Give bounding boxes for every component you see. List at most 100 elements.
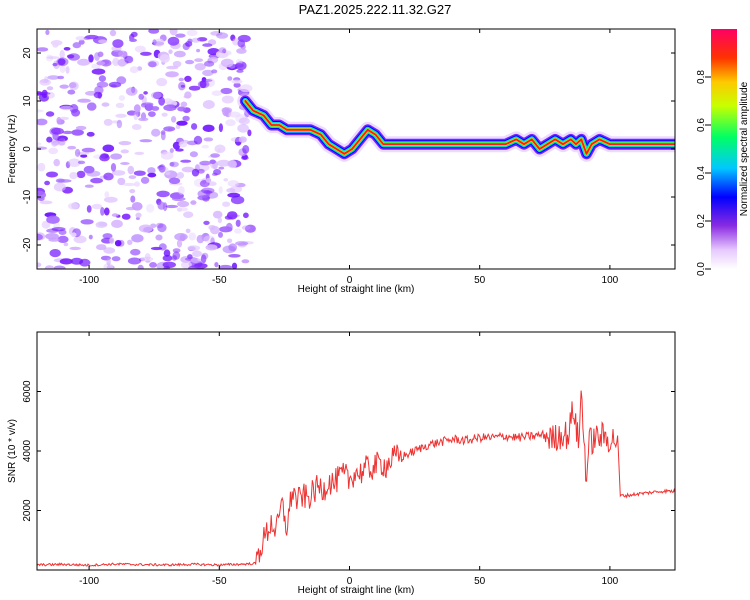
spectrogram-ylabel: Frequency (Hz)	[7, 115, 18, 184]
noise-blob	[65, 161, 71, 169]
noise-blob	[171, 116, 177, 123]
y-tick-label: 10	[22, 95, 33, 107]
noise-blob	[205, 244, 218, 251]
noise-blob	[51, 227, 66, 232]
noise-blob	[196, 48, 201, 53]
noise-blob	[171, 196, 186, 202]
noise-blob	[40, 79, 50, 84]
noise-blob	[59, 105, 73, 111]
noise-blob	[247, 129, 252, 137]
noise-blob	[112, 57, 120, 67]
noise-blob	[211, 172, 218, 176]
noise-blob	[109, 237, 115, 244]
noise-blob	[174, 233, 188, 241]
noise-blob	[74, 148, 81, 157]
noise-blob	[234, 228, 242, 234]
noise-blob	[59, 116, 69, 121]
noise-blob	[129, 189, 136, 194]
noise-blob	[131, 234, 144, 243]
noise-blob	[241, 155, 249, 161]
noise-blob	[131, 124, 142, 130]
noise-blob	[45, 111, 55, 117]
colorbar-tick-label: 0.4	[696, 166, 707, 180]
noise-blob	[80, 219, 94, 225]
x-tick-label: 0	[347, 275, 353, 286]
noise-blob	[37, 233, 43, 241]
noise-blob	[162, 254, 173, 262]
noise-blob	[48, 238, 60, 242]
noise-blob	[184, 91, 192, 99]
noise-blob	[218, 231, 223, 238]
ridge-core	[244, 100, 675, 155]
noise-blob	[225, 222, 233, 232]
colorbar-tick-label: 0.6	[696, 118, 707, 132]
x-tick-label: 100	[602, 576, 619, 587]
noise-blob	[111, 256, 121, 262]
noise-blob	[232, 38, 240, 46]
noise-blob	[37, 118, 48, 126]
noise-blob	[217, 217, 223, 224]
noise-blob	[169, 148, 174, 154]
noise-blob	[77, 160, 86, 165]
noise-blob	[39, 78, 51, 86]
noise-blob	[85, 34, 99, 40]
noise-blob	[98, 221, 108, 227]
noise-blob	[227, 76, 233, 81]
noise-blob	[134, 181, 140, 187]
noise-blob	[233, 82, 241, 88]
noise-blob	[212, 210, 223, 219]
noise-blob	[59, 64, 66, 73]
noise-blob	[41, 220, 51, 229]
noise-blob	[225, 119, 236, 127]
noise-blob	[114, 240, 122, 247]
noise-blob	[172, 60, 182, 68]
noise-blob	[63, 47, 71, 51]
noise-blob	[120, 149, 129, 154]
noise-blob	[172, 141, 181, 150]
noise-blob	[214, 262, 219, 268]
x-tick-label: -50	[212, 576, 227, 587]
noise-blob	[190, 200, 197, 205]
noise-blob	[218, 47, 227, 54]
x-tick-label: -100	[79, 576, 99, 587]
noise-blob	[59, 84, 69, 89]
noise-blob	[144, 253, 151, 261]
x-tick-label: 100	[602, 275, 619, 286]
noise-blob	[103, 196, 118, 203]
noise-blob	[180, 159, 192, 163]
noise-blob	[44, 265, 55, 269]
noise-blob	[51, 127, 64, 135]
noise-blob	[197, 189, 211, 198]
noise-blob	[56, 57, 69, 67]
noise-blob	[46, 215, 60, 224]
noise-blob	[204, 60, 215, 67]
noise-blob	[211, 90, 222, 96]
noise-blob	[106, 257, 111, 266]
noise-blob	[223, 178, 229, 182]
noise-blob	[227, 192, 241, 198]
noise-blob	[169, 29, 178, 36]
noise-blob	[65, 66, 70, 74]
noise-blob	[95, 221, 108, 228]
noise-blob	[177, 200, 190, 208]
noise-blob	[228, 254, 241, 258]
noise-blob	[71, 129, 84, 136]
noise-blob	[218, 166, 225, 170]
noise-blob	[241, 225, 251, 230]
noise-blob	[191, 37, 200, 43]
noise-blob	[227, 180, 240, 187]
noise-blob	[191, 168, 200, 177]
noise-blob	[239, 84, 253, 93]
noise-blob	[37, 262, 42, 268]
noise-blob	[241, 259, 250, 264]
y-tick-label: 0	[22, 146, 33, 152]
noise-blob	[88, 234, 93, 240]
noise-blob	[86, 170, 101, 177]
noise-blob	[183, 211, 194, 218]
noise-blob	[182, 115, 190, 122]
snr-xlabel: Height of straight line (km)	[298, 585, 415, 596]
noise-blob	[218, 123, 223, 133]
noise-blob	[118, 141, 132, 146]
noise-blob	[86, 205, 92, 213]
noise-blob	[117, 50, 128, 58]
